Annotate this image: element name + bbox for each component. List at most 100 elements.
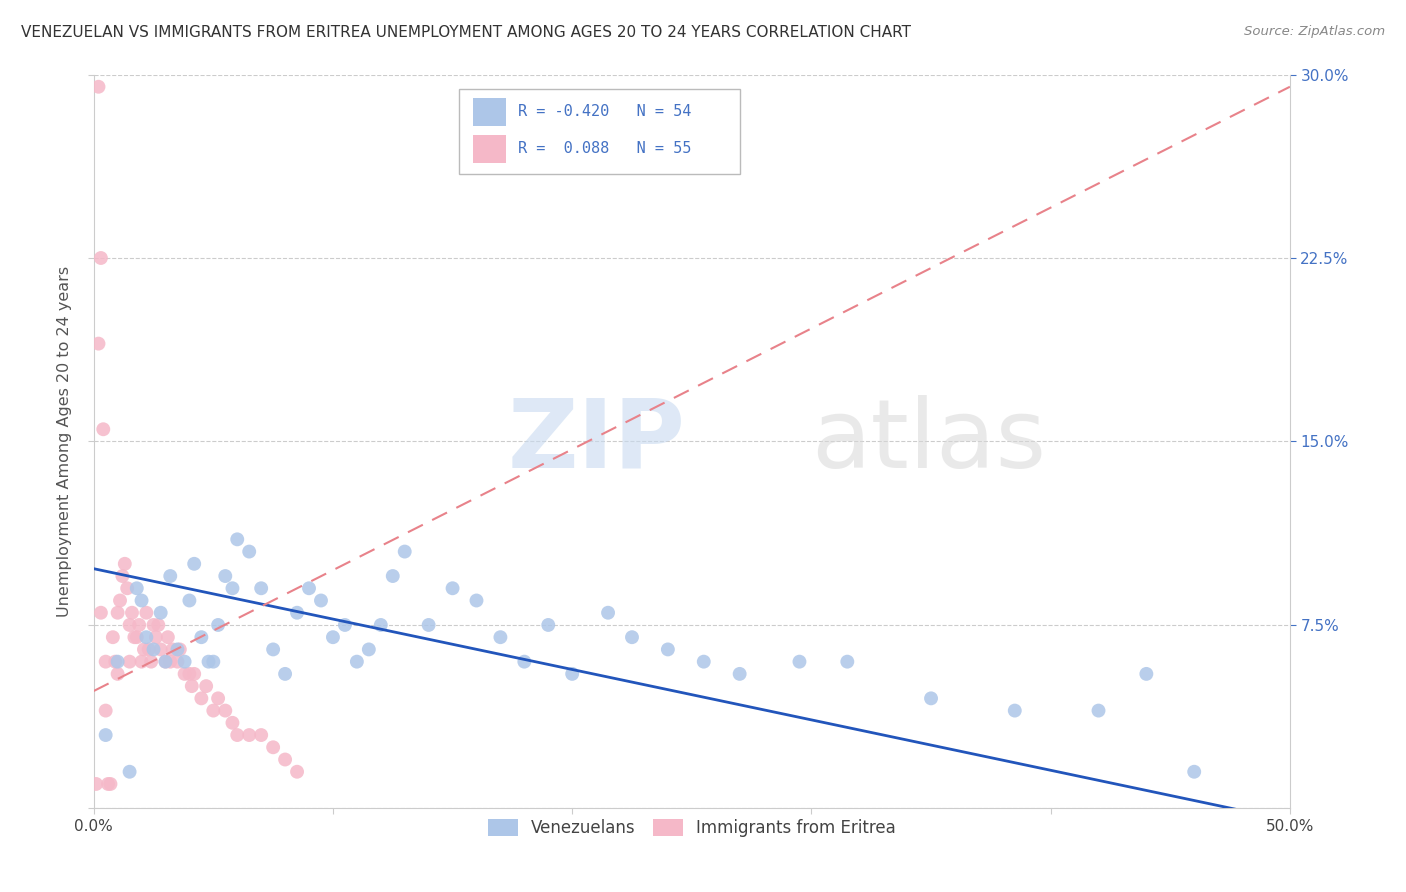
Point [125,630,148,644]
Point [221,581,243,595]
Point [250,728,273,742]
Point [128,618,150,632]
Text: R = -0.420   N = 54: R = -0.420 N = 54 [519,104,692,120]
Point [125,581,148,595]
Point [183,666,205,681]
Point [333,618,356,632]
Point [322,630,344,644]
Point [173,666,195,681]
Point [202,704,225,718]
Point [107,655,129,669]
Point [142,642,165,657]
Point [214,569,236,583]
Point [238,728,260,742]
Point [728,666,751,681]
Point [111,569,134,583]
Point [166,642,188,657]
Point [118,764,141,779]
Point [115,581,138,595]
Point [132,642,155,657]
Point [250,581,273,595]
Point [87,336,110,351]
Point [162,642,184,657]
Point [173,655,195,669]
Point [145,630,167,644]
FancyBboxPatch shape [458,89,740,174]
Point [179,666,201,681]
Point [101,630,124,644]
Point [118,655,141,669]
Text: Source: ZipAtlas.com: Source: ZipAtlas.com [1244,25,1385,38]
Point [159,655,181,669]
Point [370,618,392,632]
Point [138,642,160,657]
Point [837,655,859,669]
Point [357,642,380,657]
Bar [472,135,506,162]
Point [789,655,811,669]
Point [489,630,512,644]
Point [202,655,225,669]
Point [121,606,143,620]
Point [108,593,131,607]
Point [183,557,205,571]
Point [149,606,172,620]
Point [166,655,188,669]
Point [274,666,297,681]
Point [226,533,249,547]
Point [561,666,583,681]
Point [1004,704,1026,718]
Point [190,630,212,644]
Point [441,581,464,595]
Point [298,581,321,595]
Point [180,679,202,693]
Point [1135,666,1157,681]
Point [142,618,165,632]
Point [118,618,141,632]
Point [214,704,236,718]
Point [394,544,416,558]
Point [190,691,212,706]
Point [262,740,284,755]
Point [90,251,112,265]
Y-axis label: Unemployment Among Ages 20 to 24 years: Unemployment Among Ages 20 to 24 years [58,266,72,617]
Point [381,569,404,583]
Point [91,422,114,436]
Point [195,679,218,693]
Point [84,777,107,791]
Point [207,691,229,706]
Point [1182,764,1205,779]
Point [537,618,560,632]
Point [97,777,120,791]
Point [159,569,181,583]
Point [274,752,297,766]
Point [107,606,129,620]
Point [131,655,153,669]
Point [197,655,219,669]
Point [657,642,679,657]
Point [87,79,110,94]
Point [179,593,201,607]
Point [94,728,117,742]
Point [100,777,122,791]
Point [596,606,619,620]
Bar [472,98,506,126]
Point [418,618,440,632]
Point [346,655,368,669]
Point [114,557,136,571]
Point [135,630,157,644]
Point [94,655,117,669]
Point [135,606,157,620]
Point [620,630,643,644]
Text: R =  0.088   N = 55: R = 0.088 N = 55 [519,141,692,156]
Point [124,630,146,644]
Point [465,593,488,607]
Point [1087,704,1109,718]
Point [169,642,191,657]
Point [104,655,127,669]
Point [513,655,536,669]
Point [155,655,177,669]
Text: VENEZUELAN VS IMMIGRANTS FROM ERITREA UNEMPLOYMENT AMONG AGES 20 TO 24 YEARS COR: VENEZUELAN VS IMMIGRANTS FROM ERITREA UN… [21,25,911,40]
Point [920,691,942,706]
Text: ZIP: ZIP [508,395,685,488]
